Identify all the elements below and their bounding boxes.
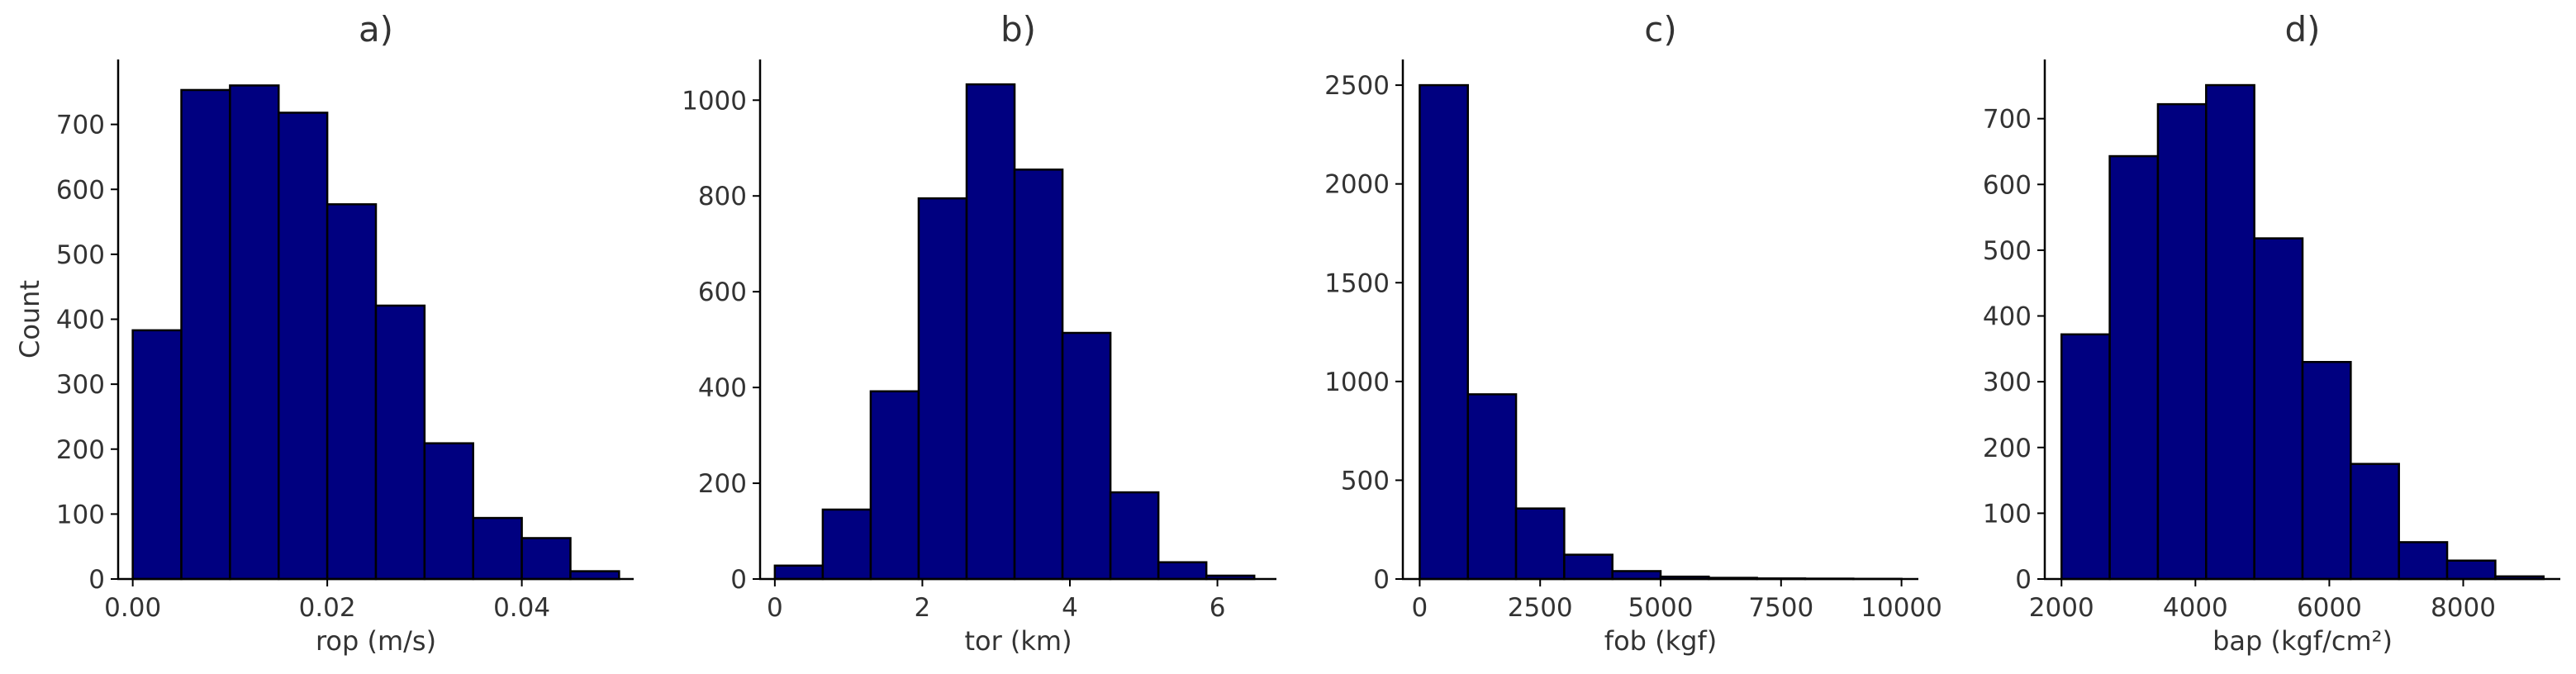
chart-title: c) (1644, 9, 1676, 50)
x-axis-label: tor (km) (964, 625, 1072, 657)
x-tick-label: 0.04 (493, 593, 550, 623)
histogram-bar (423, 442, 474, 581)
histogram-bar (1514, 507, 1566, 581)
x-tick-label: 0.02 (299, 593, 356, 623)
y-tick-label: 200 (698, 469, 747, 499)
chart-panel-4: 0 100 200 300 400 500 600 700 2000 4000 6000 8000 d)… (1983, 9, 2560, 657)
y-tick-label: 200 (1983, 434, 2032, 463)
histogram-bar (472, 516, 523, 581)
y-tick-label: 400 (698, 373, 747, 403)
histogram-bar (569, 570, 620, 581)
x-tick-label: 5000 (1628, 593, 1694, 623)
histogram-bar (278, 112, 329, 581)
x-axis-label: fob (kgf) (1604, 625, 1717, 657)
histogram-bar (821, 508, 872, 581)
x-tick-label: 2000 (2029, 593, 2094, 623)
y-tick-label: 0 (2015, 565, 2032, 595)
y-tick-label: 500 (56, 240, 105, 270)
histogram-bar (131, 329, 183, 581)
x-tick-label: 2500 (1508, 593, 1573, 623)
histogram-bar (2205, 83, 2255, 581)
histogram-bar (326, 203, 378, 581)
histogram-bar (2253, 237, 2304, 581)
y-tick-label: 1000 (682, 86, 747, 116)
histogram-bar (229, 84, 280, 581)
y-tick-label: 500 (1983, 236, 2032, 266)
histogram-bar (2156, 102, 2208, 581)
y-tick-label: 600 (698, 278, 747, 307)
histogram-bar (2398, 541, 2449, 581)
x-tick-label: 0 (767, 593, 783, 623)
histogram-bar (1563, 553, 1614, 581)
x-tick-label: 0.00 (104, 593, 161, 623)
y-tick-label: 0 (88, 565, 105, 595)
chart-panel-2: 0 200 400 600 800 1000 0 2 4 6 b) tor (km) (682, 9, 1276, 657)
y-tick-label: 1500 (1324, 268, 1390, 298)
y-axis-label: Count (14, 280, 45, 358)
y-tick-label: 100 (56, 500, 105, 529)
x-tick-label: 10000 (1861, 593, 1942, 623)
x-axis-label: bap (kgf/cm²) (2212, 625, 2393, 657)
histogram-bar (1109, 491, 1160, 581)
histogram-bar (1013, 168, 1064, 581)
chart-title: a) (359, 9, 393, 50)
y-tick-label: 600 (1983, 170, 2032, 200)
y-tick-label: 300 (56, 370, 105, 400)
x-tick-label: 2 (915, 593, 931, 623)
x-tick-label: 0 (1412, 593, 1428, 623)
y-tick-label: 2000 (1324, 170, 1390, 200)
histogram-bar (374, 304, 426, 581)
x-tick-label: 4000 (2163, 593, 2228, 623)
histogram-bar (520, 537, 572, 581)
y-tick-label: 300 (1983, 368, 2032, 397)
histogram-bar (2445, 559, 2497, 581)
chart-panel-1: 0 100 200 300 400 500 600 700 0.00 0.02 0.04 a) rop … (14, 9, 634, 657)
histogram-bar (773, 564, 825, 581)
y-tick-label: 100 (1983, 499, 2032, 529)
y-tick-label: 400 (1983, 302, 2032, 332)
x-tick-label: 4 (1062, 593, 1078, 623)
histogram-bar (2108, 154, 2160, 581)
x-axis-label: rop (m/s) (316, 625, 436, 657)
x-tick-label: 6000 (2297, 593, 2362, 623)
chart-title: b) (1000, 9, 1036, 50)
y-tick-label: 200 (56, 435, 105, 465)
histogram-bar (180, 88, 231, 581)
histogram-bar (965, 83, 1016, 581)
y-tick-label: 1000 (1324, 368, 1390, 397)
histogram-bar (1419, 83, 1469, 581)
y-tick-label: 800 (698, 182, 747, 211)
y-tick-label: 0 (1373, 565, 1390, 595)
histogram-bar (2060, 333, 2111, 581)
chart-panel-3: 0 500 1000 1500 2000 2500 0 2500 5000 7500 10000 c)… (1324, 9, 1942, 657)
histogram-bar (1157, 561, 1208, 581)
histogram-bar (1061, 331, 1112, 581)
histogram-bar (2350, 463, 2400, 581)
chart-title: d) (2284, 9, 2320, 50)
histogram-bar (1466, 393, 1518, 581)
y-tick-label: 700 (1983, 105, 2032, 135)
histogram-bar (2301, 361, 2352, 581)
histogram-bar (1611, 570, 1662, 581)
x-tick-label: 7500 (1748, 593, 1813, 623)
y-tick-label: 600 (56, 175, 105, 205)
y-tick-label: 0 (730, 565, 747, 595)
y-tick-label: 700 (56, 111, 105, 140)
x-tick-label: 8000 (2431, 593, 2496, 623)
histogram-bar (917, 197, 968, 581)
y-tick-label: 400 (56, 306, 105, 335)
x-tick-label: 6 (1210, 593, 1226, 623)
histogram-bar (869, 390, 920, 581)
y-tick-label: 2500 (1324, 71, 1390, 101)
y-tick-label: 500 (1341, 466, 1390, 496)
